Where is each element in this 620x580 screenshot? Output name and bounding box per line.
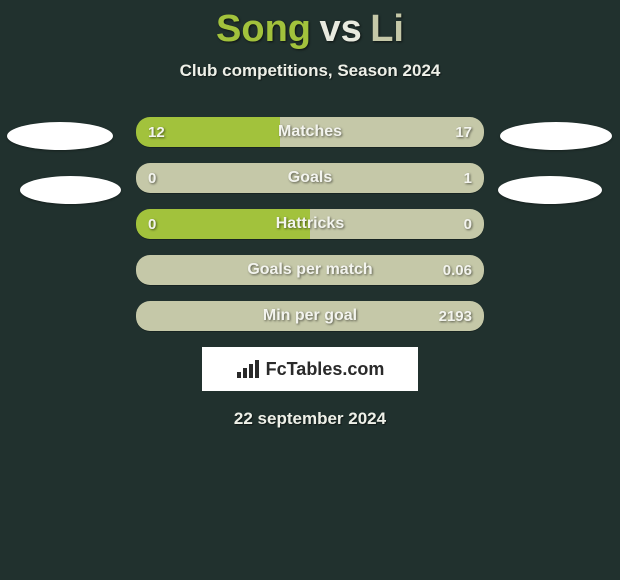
bar-value-right: 2193 bbox=[439, 301, 472, 331]
bar-right-fill bbox=[136, 255, 484, 285]
bar-right-fill bbox=[280, 117, 484, 147]
bar-value-left: 12 bbox=[148, 117, 165, 147]
date-line: 22 september 2024 bbox=[0, 409, 620, 429]
title-player2: Li bbox=[370, 8, 404, 50]
bar-value-left: 0 bbox=[148, 163, 156, 193]
avatar bbox=[500, 122, 612, 150]
bar-left-fill bbox=[136, 209, 310, 239]
bar-right-fill bbox=[136, 301, 484, 331]
subtitle: Club competitions, Season 2024 bbox=[0, 61, 620, 81]
bar-right-fill bbox=[136, 163, 484, 193]
bar-value-right: 1 bbox=[464, 163, 472, 193]
title-player1: Song bbox=[216, 8, 311, 50]
stat-bar: Goals01 bbox=[136, 163, 484, 193]
bar-value-right: 17 bbox=[455, 117, 472, 147]
stat-bar: Matches1217 bbox=[136, 117, 484, 147]
stat-bar: Goals per match0.06 bbox=[136, 255, 484, 285]
logo-text: FcTables.com bbox=[266, 359, 385, 380]
bar-value-right: 0 bbox=[464, 209, 472, 239]
logo-box: FcTables.com bbox=[202, 347, 418, 391]
stat-bar: Min per goal2193 bbox=[136, 301, 484, 331]
avatar bbox=[498, 176, 602, 204]
page-title: Song vs Li bbox=[0, 0, 620, 51]
bar-value-right: 0.06 bbox=[443, 255, 472, 285]
avatar bbox=[7, 122, 113, 150]
comparison-bars: Matches1217Goals01Hattricks00Goals per m… bbox=[0, 117, 620, 331]
bar-value-left: 0 bbox=[148, 209, 156, 239]
bar-right-fill bbox=[310, 209, 484, 239]
title-vs: vs bbox=[319, 8, 361, 50]
stat-bar: Hattricks00 bbox=[136, 209, 484, 239]
avatar bbox=[20, 176, 121, 204]
bars-icon bbox=[236, 358, 262, 380]
